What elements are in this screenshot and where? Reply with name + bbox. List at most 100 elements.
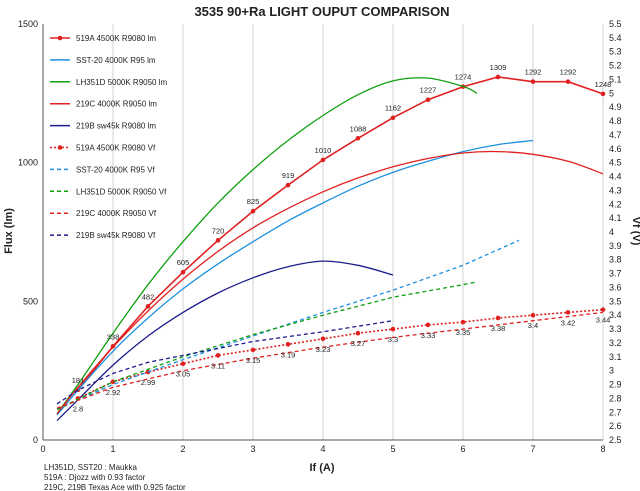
data-label: 1010	[315, 146, 332, 155]
series-marker-0	[145, 304, 151, 309]
y2-tick-label: 4	[609, 227, 614, 237]
series-marker-5	[285, 342, 291, 347]
x-tick-label: 6	[460, 444, 465, 454]
series-marker-5	[390, 326, 396, 332]
data-label: 1274	[455, 73, 472, 82]
series-line-8	[56, 311, 604, 409]
data-label: 482	[142, 292, 155, 301]
data-label: 3.23	[316, 345, 331, 354]
x-tick-label: 4	[320, 444, 325, 454]
data-label: 605	[177, 258, 190, 267]
data-label: 1248	[595, 80, 612, 89]
series-marker-0	[390, 115, 396, 121]
y2-tick-label: 4.7	[609, 130, 622, 140]
series-marker-0	[250, 208, 256, 214]
data-label: 2.99	[141, 378, 156, 387]
series-marker-0	[495, 74, 501, 80]
y2-tick-label: 3.4	[609, 310, 622, 320]
x-tick-label: 1	[110, 444, 115, 454]
series-marker-5	[110, 379, 116, 385]
data-label: 3.33	[421, 331, 436, 340]
series-marker-5	[215, 353, 221, 358]
series-marker-5	[355, 330, 361, 336]
legend-entry: 519A 4500K R9080 Vf	[76, 144, 156, 153]
y2-tick-label: 3.7	[609, 269, 622, 279]
series-marker-5	[460, 319, 466, 325]
x-tick-label: 3	[250, 444, 255, 454]
series-line-2	[56, 77, 478, 415]
y2-tick-label: 4.5	[609, 158, 622, 168]
y2-tick-label: 4.2	[609, 199, 622, 209]
data-label: 825	[247, 197, 260, 206]
y2-tick-label: 4.4	[609, 172, 622, 182]
y2-tick-label: 4.8	[609, 116, 622, 126]
y2-tick-label: 5.5	[609, 19, 622, 29]
series-marker-0	[530, 79, 536, 84]
series-marker-0	[180, 269, 186, 275]
series-marker-5	[425, 322, 431, 328]
y2-tick-label: 5.1	[609, 74, 622, 84]
y2-tick-label: 2.7	[609, 407, 622, 417]
y2-tick-label: 5	[609, 88, 614, 98]
legend-marker-0	[57, 35, 63, 41]
data-label: 2.92	[106, 388, 121, 397]
y2-tick-label: 4.6	[609, 144, 622, 154]
series-line-1	[56, 139, 534, 416]
y2-tick-label: 5.3	[609, 47, 622, 57]
legend-entry: 219B sw45k R9080 Vf	[76, 231, 156, 240]
y2-tick-label: 2.8	[609, 393, 622, 403]
data-label: 919	[282, 171, 295, 180]
series-line-0	[77, 76, 604, 391]
data-label: 3.15	[246, 356, 261, 365]
data-label: 1292	[560, 68, 577, 77]
series-marker-5	[320, 336, 326, 342]
data-label: 3.11	[211, 361, 225, 370]
y2-tick-label: 4.3	[609, 185, 622, 195]
data-label: 3.4	[528, 321, 538, 330]
x-tick-label: 8	[600, 444, 605, 454]
legend-entry: 219B sw45k R9080 lm	[76, 122, 156, 131]
data-label: 3.35	[456, 328, 471, 337]
series-marker-5	[600, 307, 606, 312]
data-label: 3.05	[176, 370, 191, 379]
note-line-2: 519A : Djozz with 0.93 factor	[44, 473, 146, 482]
note-line-1: LH351D, SST20 : Maukka	[44, 463, 137, 472]
legend-entry: 219C 4000K R9050 Vf	[76, 209, 157, 218]
series-marker-5	[495, 315, 501, 321]
x-tick-label: 5	[390, 444, 395, 454]
legend-marker-5	[57, 145, 63, 150]
y-tick-label: 1500	[18, 19, 38, 29]
y2-tick-label: 3.2	[609, 338, 622, 348]
y-tick-label: 1000	[18, 158, 38, 168]
series-line-4	[56, 260, 394, 422]
note-line-3: 219C, 219B Texas Ace with 0.925 factor	[44, 483, 186, 491]
data-label: 3.19	[281, 350, 296, 359]
y2-tick-label: 2.5	[609, 435, 622, 445]
y2-tick-label: 3.9	[609, 241, 622, 251]
y2-tick-label: 5.4	[609, 33, 622, 43]
chart-title: 3535 90+Ra LIGHT OUPUT COMPARISON	[194, 4, 449, 19]
legend-entry: SST-20 4000K R95 Vf	[76, 165, 155, 174]
series-group	[56, 74, 606, 422]
y2-tick-label: 3.3	[609, 324, 622, 334]
data-label: 3.27	[351, 339, 366, 348]
y2-tick-label: 3.8	[609, 255, 622, 265]
y-tick-label: 0	[33, 435, 38, 445]
data-label: 1088	[350, 124, 367, 133]
series-line-6	[56, 239, 520, 411]
y2-tick-label: 5.2	[609, 61, 622, 71]
legend-entry: 219C 4000K R9050 lm	[76, 100, 157, 109]
series-marker-0	[320, 157, 326, 163]
series-marker-5	[180, 361, 186, 367]
legend-entry: SST-20 4000K R95 lm	[76, 56, 156, 65]
y2-tick-label: 3.1	[609, 352, 622, 362]
series-marker-0	[565, 79, 571, 84]
series-line-7	[56, 281, 478, 411]
series-marker-0	[285, 182, 291, 188]
x-tick-label: 7	[530, 444, 535, 454]
series-line-5	[77, 308, 604, 400]
series-marker-5	[250, 347, 256, 353]
series-line-3	[56, 150, 604, 415]
legend-entry: 519A 4500K R9080 lm	[76, 34, 156, 43]
